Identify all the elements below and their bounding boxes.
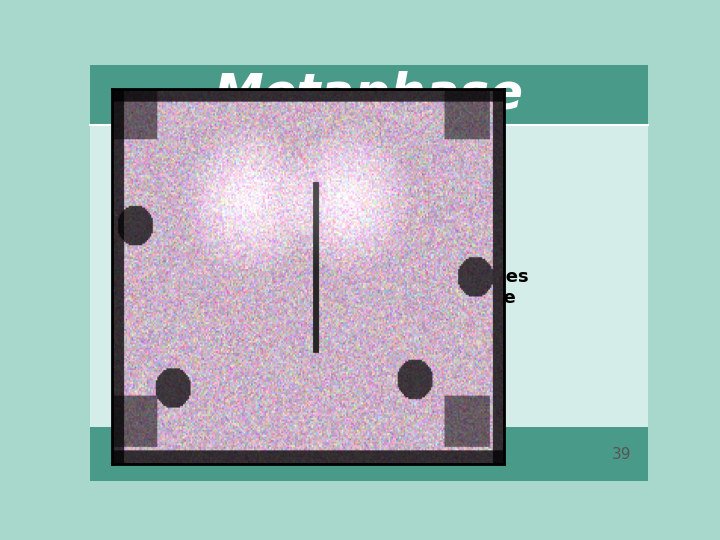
Text: 39: 39 bbox=[612, 447, 631, 462]
Text: Metaphase: Metaphase bbox=[214, 71, 524, 119]
Text: Spindle
Fibers: Spindle Fibers bbox=[205, 274, 282, 313]
FancyBboxPatch shape bbox=[90, 427, 648, 481]
FancyBboxPatch shape bbox=[90, 65, 648, 125]
Text: copyright cmassengale: copyright cmassengale bbox=[280, 447, 458, 462]
Text: Asters at
the poles: Asters at the poles bbox=[198, 146, 292, 185]
Text: Chromosomes
lined at the
Equator: Chromosomes lined at the Equator bbox=[386, 268, 528, 327]
FancyBboxPatch shape bbox=[90, 125, 648, 427]
